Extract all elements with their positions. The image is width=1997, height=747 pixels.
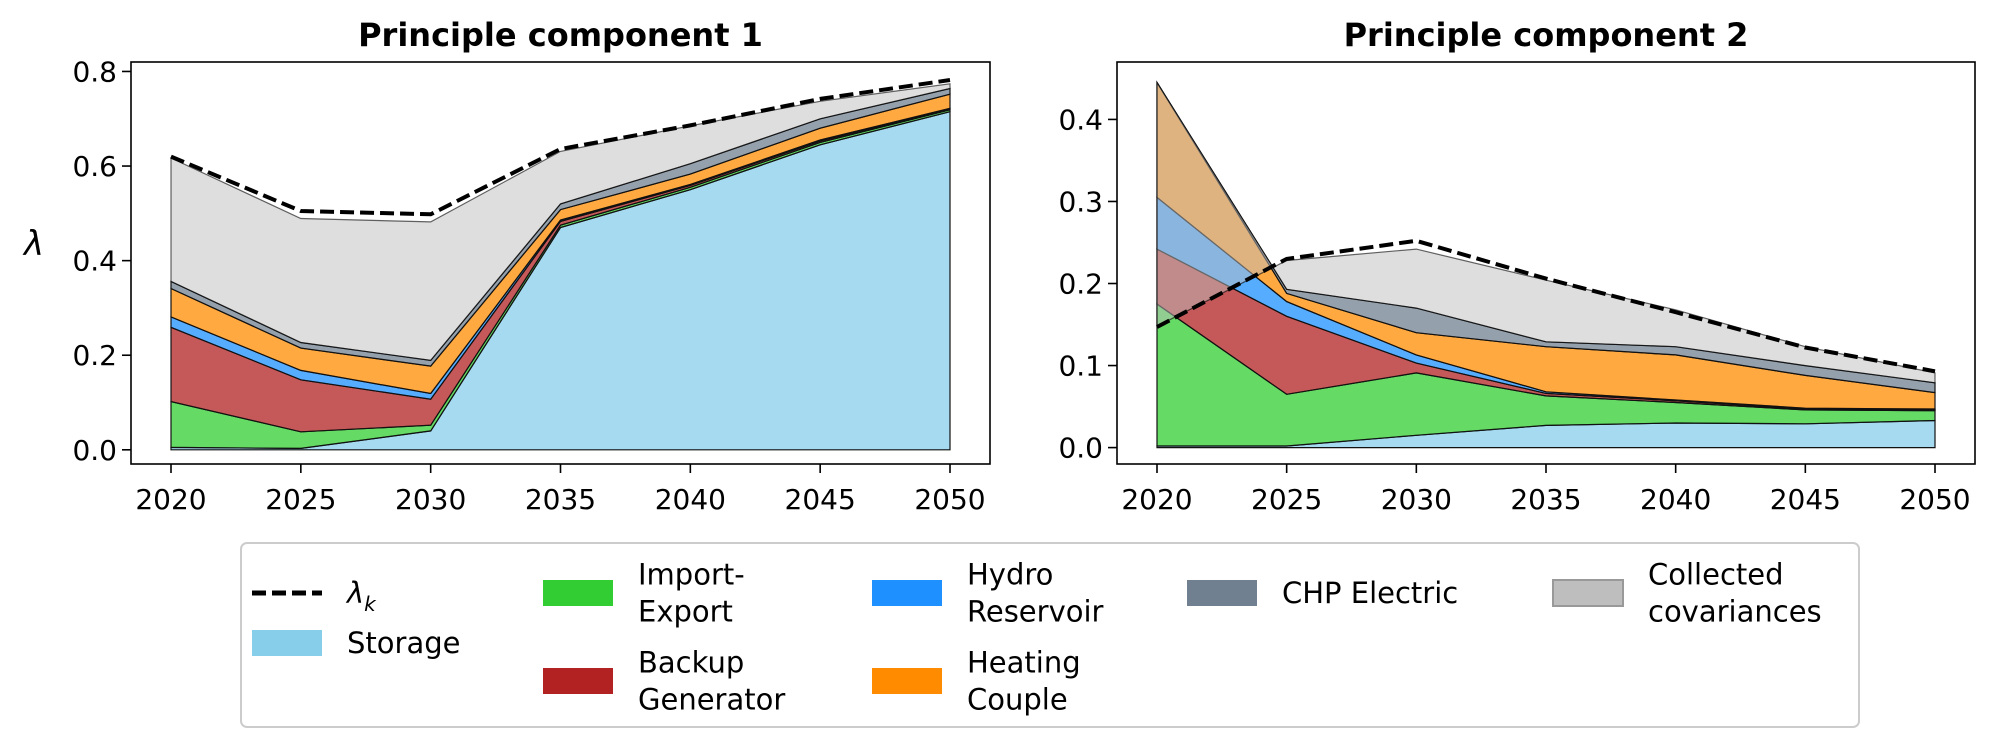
legend-swatch	[252, 630, 322, 656]
chart-title: Principle component 1	[358, 16, 763, 54]
legend-entry-lambda: λk	[252, 576, 377, 616]
x-tick-label: 2030	[395, 483, 466, 516]
area-collected-covariances	[1156, 80, 1936, 384]
lambda-line	[170, 78, 951, 217]
legend-swatch	[872, 580, 942, 606]
legend-entry-storage: Storage	[252, 626, 460, 660]
y-tick-label: 0.3	[1058, 185, 1103, 218]
legend-entry-import: Import-Export	[543, 558, 745, 629]
y-tick-label: 0.4	[72, 245, 117, 278]
x-tick-label: 2045	[785, 483, 856, 516]
legend-frame	[240, 542, 1860, 728]
y-axis-label: λ	[22, 224, 44, 264]
y-tick-label: 0.2	[72, 339, 117, 372]
legend-swatch	[872, 668, 942, 694]
x-tick-label: 2025	[265, 483, 336, 516]
x-tick-label: 2035	[1510, 483, 1581, 516]
legend-label: Storage	[347, 626, 460, 660]
x-tick-label: 2040	[655, 483, 726, 516]
area-collected-covariances	[170, 83, 951, 362]
plot-area	[170, 78, 951, 451]
x-tick-label: 2045	[1770, 483, 1841, 516]
y-tick-label: 0.8	[72, 55, 117, 88]
legend: λk Storage Import-Export Backup Generator Hyd…	[240, 542, 1860, 728]
panel-principle-component-1: 2020 2025 2030 2035 2040 2045 2050 0.0 0.2 0.4 0.6…	[72, 16, 991, 516]
panel-principle-component-2: 2020 2025 2030 2035 2040 2045 2050 0.0 0.1 0.2 0.3…	[1058, 16, 1976, 516]
legend-swatch	[1187, 580, 1257, 606]
legend-label: CHP Electric	[1282, 576, 1458, 610]
x-tick-label: 2020	[1121, 483, 1192, 516]
y-tick-label: 0.6	[72, 150, 117, 183]
x-tick-label: 2035	[525, 483, 596, 516]
chart-title: Principle component 2	[1344, 16, 1749, 54]
x-tick-label: 2050	[914, 483, 985, 516]
legend-entry-backup: Backup Generator	[543, 646, 785, 717]
y-tick-label: 0.2	[1058, 268, 1103, 301]
x-tick-label: 2050	[1899, 483, 1970, 516]
y-tick-label: 0.1	[1058, 350, 1103, 383]
plot-area	[1156, 80, 1936, 449]
y-tick-label: 0.4	[1058, 103, 1103, 136]
y-tick-label: 0.0	[1058, 432, 1103, 465]
legend-entry-chp: CHP Electric	[1187, 576, 1458, 610]
legend-label: λk	[345, 576, 377, 616]
x-tick-label: 2040	[1640, 483, 1711, 516]
x-tick-label: 2030	[1381, 483, 1452, 516]
lambda-line	[1156, 238, 1936, 374]
legend-swatch	[543, 580, 613, 606]
legend-label: Heating Couple	[967, 646, 1081, 717]
legend-entry-heating: Heating Couple	[872, 646, 1081, 717]
x-tick-label: 2020	[135, 483, 206, 516]
legend-entry-collected: Collected covariances	[1552, 558, 1822, 629]
legend-swatch	[543, 668, 613, 694]
legend-label: Backup Generator	[638, 646, 785, 717]
legend-entry-hydro: Hydro Reservoir	[872, 558, 1104, 629]
legend-swatch	[1552, 579, 1624, 607]
x-tick-label: 2025	[1251, 483, 1322, 516]
legend-label: Collected covariances	[1648, 558, 1822, 629]
legend-label: Hydro Reservoir	[967, 558, 1104, 629]
y-tick-label: 0.0	[72, 434, 117, 467]
legend-label: Import-Export	[638, 558, 745, 629]
